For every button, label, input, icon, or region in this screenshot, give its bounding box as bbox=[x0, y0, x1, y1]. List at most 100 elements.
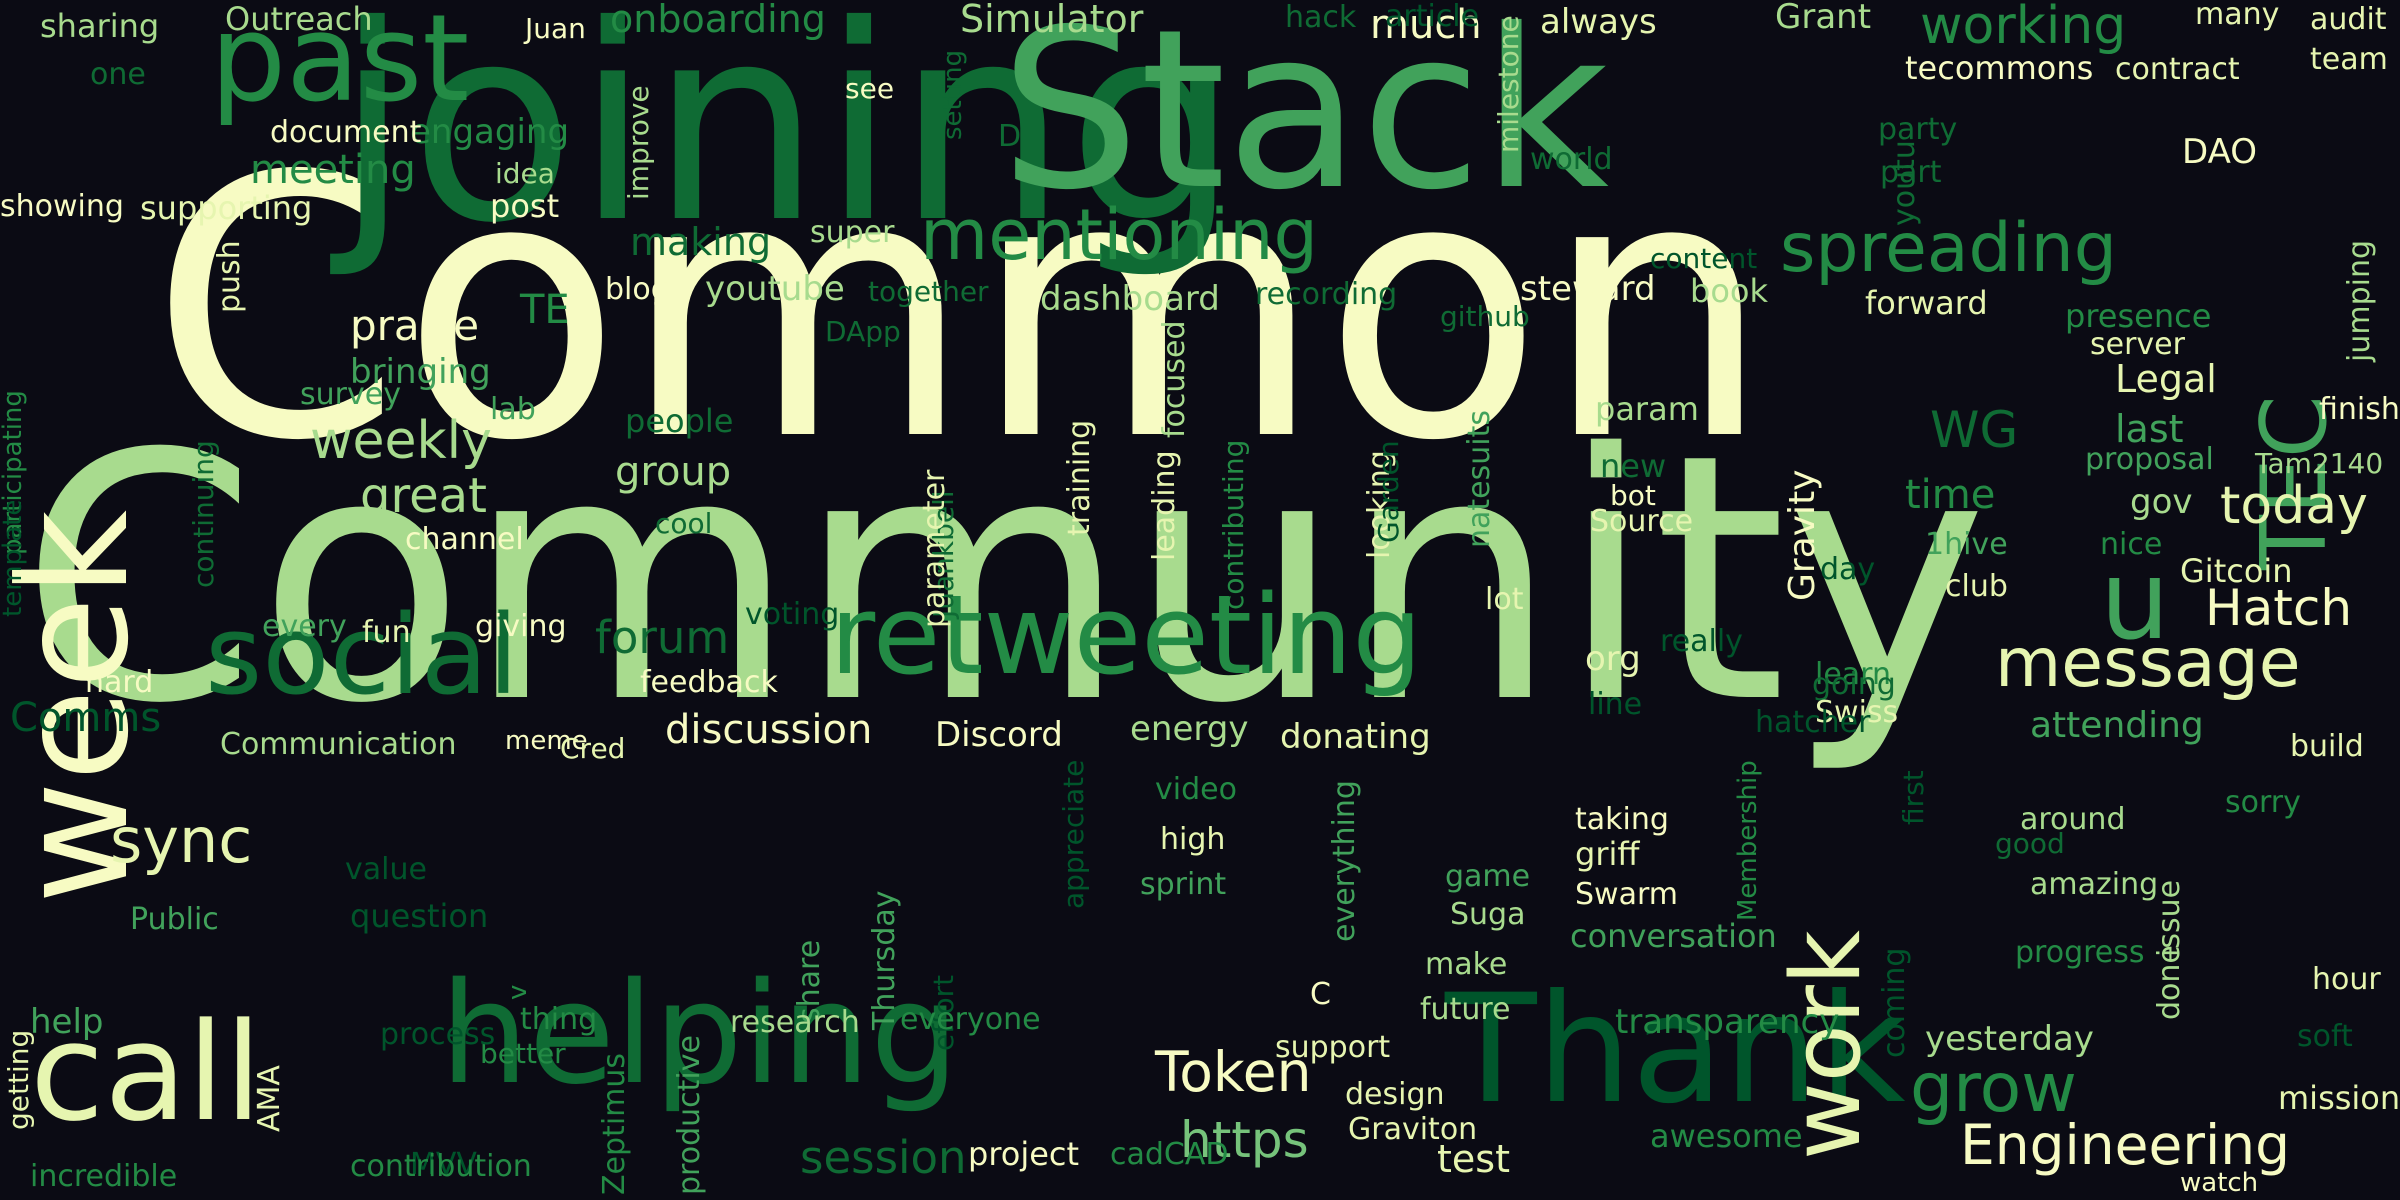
cloud-word: Garden bbox=[1372, 440, 1405, 543]
cloud-word: time bbox=[1905, 472, 1996, 518]
cloud-word: everyone bbox=[900, 1002, 1041, 1037]
cloud-word: bringing bbox=[350, 352, 491, 392]
cloud-word: new bbox=[1600, 447, 1667, 485]
cloud-word: watch bbox=[2180, 1168, 2259, 1198]
cloud-word: mentioning bbox=[920, 194, 1318, 276]
cloud-word: club bbox=[1945, 569, 2008, 604]
cloud-word: getting bbox=[2, 1029, 35, 1130]
cloud-word: Communication bbox=[220, 727, 457, 762]
cloud-word: going bbox=[1812, 667, 1896, 702]
cloud-word: DApp bbox=[825, 315, 901, 348]
cloud-word: Gitcoin bbox=[2180, 552, 2293, 590]
cloud-word: finish bbox=[2319, 392, 2400, 427]
cloud-word: always bbox=[1540, 2, 1657, 42]
cloud-word: Simulator bbox=[960, 0, 1144, 41]
cloud-word: Thursday bbox=[867, 890, 902, 1031]
cloud-word: Thank bbox=[1445, 963, 1906, 1137]
cloud-word: taking bbox=[1575, 802, 1669, 837]
cloud-word: Gravity bbox=[1782, 469, 1823, 601]
cloud-word: joining bbox=[335, 0, 1239, 282]
cloud-word: supporting bbox=[140, 189, 313, 227]
cloud-word: TE bbox=[520, 287, 570, 333]
cloud-word: v bbox=[503, 984, 533, 1000]
cloud-word: Graviton bbox=[1348, 1112, 1478, 1147]
cloud-word: Stack bbox=[1000, 0, 1610, 238]
cloud-word: praise bbox=[350, 301, 480, 350]
cloud-word: question bbox=[350, 897, 489, 935]
cloud-word: s bbox=[840, 512, 856, 547]
cloud-word: every bbox=[262, 609, 347, 644]
cloud-word: Source bbox=[1590, 504, 1694, 539]
cloud-word: dashboard bbox=[1040, 279, 1220, 319]
cloud-word: day bbox=[1820, 552, 1876, 587]
cloud-word: focused bbox=[1157, 320, 1192, 438]
cloud-word: proposal bbox=[2085, 442, 2214, 477]
cloud-word: Hatch bbox=[2205, 579, 2353, 637]
cloud-word: amazing bbox=[2030, 867, 2159, 902]
cloud-word: jumping bbox=[2342, 239, 2377, 362]
cloud-word: future bbox=[1420, 992, 1511, 1027]
cloud-word: meeting bbox=[250, 147, 416, 193]
cloud-word: Suga bbox=[1450, 897, 1526, 932]
cloud-word: spreading bbox=[1780, 209, 2117, 288]
cloud-word: appreciate bbox=[1057, 759, 1090, 909]
cloud-word: book bbox=[1690, 272, 1768, 310]
cloud-word: project bbox=[968, 1135, 1080, 1173]
cloud-word: good bbox=[1995, 827, 2065, 860]
cloud-word: call bbox=[30, 994, 262, 1151]
cloud-word: fun bbox=[362, 615, 411, 650]
cloud-word: server bbox=[2090, 327, 2185, 362]
cloud-word: progress bbox=[2015, 935, 2145, 970]
cloud-word: Community bbox=[20, 382, 1988, 778]
cloud-word: template bbox=[0, 499, 28, 617]
cloud-word: org bbox=[1585, 639, 1641, 679]
cloud-word: contribution bbox=[350, 1149, 532, 1184]
cloud-word: Grant bbox=[1775, 0, 1872, 37]
cloud-word: voting bbox=[745, 597, 840, 632]
cloud-word: part bbox=[1880, 155, 1942, 190]
cloud-word: group bbox=[615, 449, 732, 495]
cloud-word: test bbox=[1437, 1137, 1510, 1181]
cloud-word: https bbox=[1180, 1111, 1309, 1169]
cloud-word: much bbox=[1370, 2, 1482, 48]
cloud-word: last bbox=[2115, 407, 2184, 451]
cloud-word: parameter bbox=[917, 469, 952, 628]
cloud-word: Public bbox=[130, 902, 219, 937]
cloud-word: forward bbox=[1865, 284, 1988, 322]
cloud-word: continuing bbox=[187, 440, 220, 588]
cloud-word: gov bbox=[2130, 482, 2193, 522]
cloud-word: griff bbox=[1575, 835, 1640, 873]
cloud-word: sync bbox=[110, 804, 253, 877]
cloud-word: Comms bbox=[10, 695, 162, 741]
cloud-word: Membership bbox=[1733, 760, 1763, 921]
cloud-word: today bbox=[2220, 476, 2368, 536]
cloud-word: retweeting bbox=[830, 571, 1423, 699]
cloud-word: great bbox=[360, 468, 487, 524]
cloud-word: attending bbox=[2030, 705, 2204, 746]
cloud-word: cadCAD bbox=[1110, 1137, 1229, 1172]
cloud-word: training bbox=[1062, 419, 1097, 536]
cloud-word: everything bbox=[1327, 780, 1362, 942]
cloud-word: line bbox=[1588, 687, 1643, 722]
cloud-word: team bbox=[2310, 42, 2388, 77]
cloud-word: push bbox=[212, 240, 247, 313]
cloud-word: Legal bbox=[2115, 357, 2217, 401]
cloud-word: working bbox=[1920, 0, 2127, 56]
cloud-word: youtu bbox=[1887, 140, 1922, 226]
cloud-word: first bbox=[1897, 770, 1930, 825]
cloud-word: build bbox=[2290, 729, 2364, 764]
cloud-word: energy bbox=[1130, 709, 1249, 749]
cloud-word: blog bbox=[605, 272, 670, 307]
cloud-word: session bbox=[800, 1131, 967, 1184]
cloud-word: Zeptimus bbox=[597, 1052, 632, 1195]
cloud-word: make bbox=[1425, 947, 1508, 982]
cloud-word: feedback bbox=[640, 665, 778, 700]
cloud-word: helping bbox=[440, 953, 960, 1116]
cloud-word: many bbox=[2195, 0, 2280, 32]
cloud-word: C bbox=[1310, 977, 1331, 1012]
cloud-word: weekly bbox=[310, 411, 492, 471]
cloud-word: WG bbox=[1930, 401, 2019, 459]
cloud-word: 1hive bbox=[1925, 527, 2008, 562]
cloud-word: recording bbox=[1255, 277, 1398, 312]
